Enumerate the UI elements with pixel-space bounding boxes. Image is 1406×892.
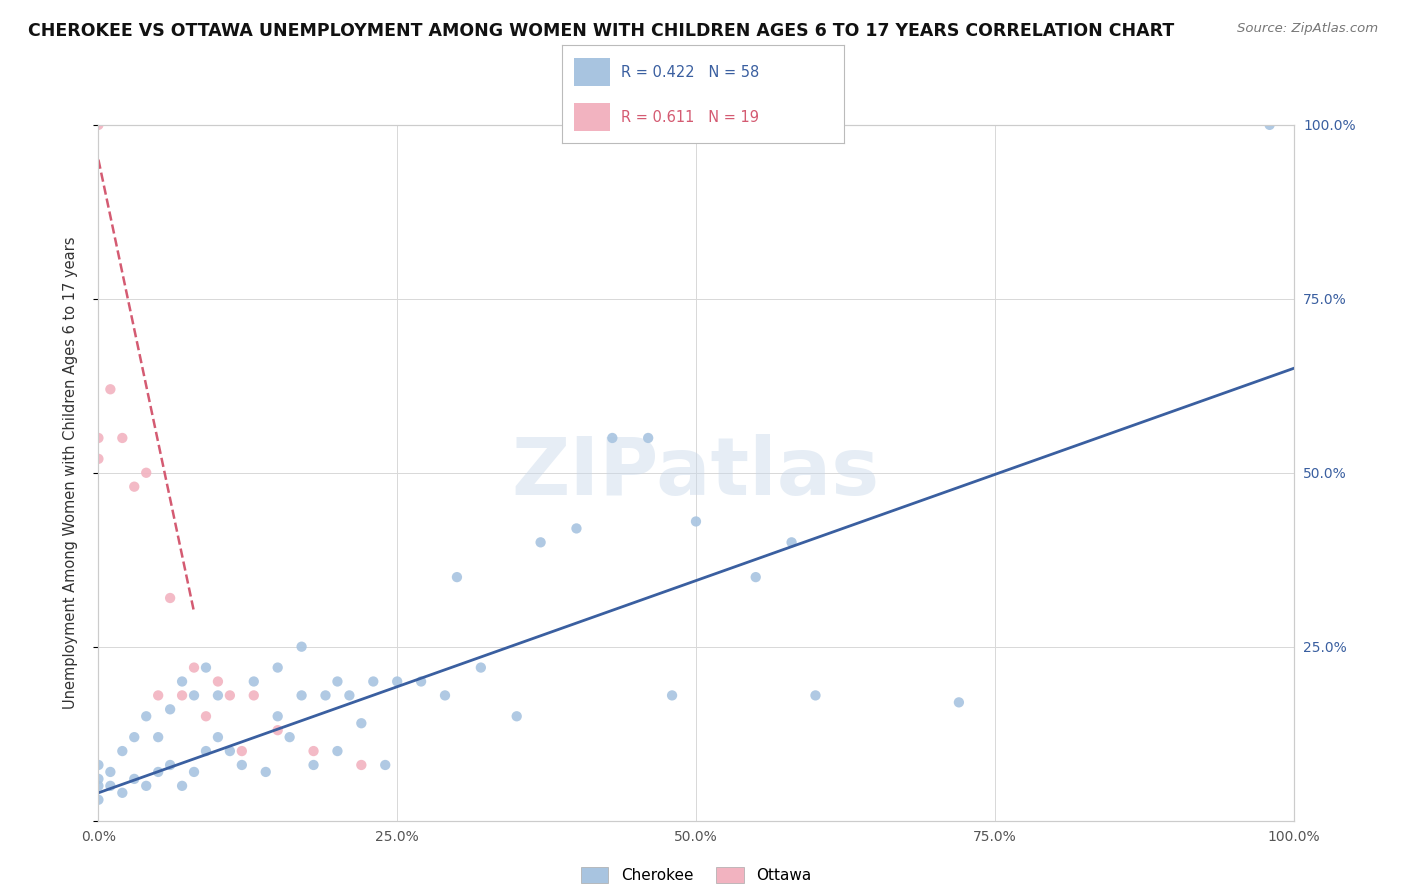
- Point: [159, 702, 181, 716]
- Point: [98, 764, 122, 779]
- Point: [602, 431, 624, 445]
- Point: [194, 660, 218, 674]
- Point: [148, 730, 170, 744]
- Text: Source: ZipAtlas.com: Source: ZipAtlas.com: [1237, 22, 1378, 36]
- Point: [267, 660, 290, 674]
- Point: [207, 730, 229, 744]
- Point: [172, 674, 194, 689]
- Point: [804, 689, 827, 703]
- Bar: [574, 58, 610, 86]
- Point: [374, 758, 396, 772]
- Point: [339, 689, 360, 703]
- Point: [148, 689, 170, 703]
- Point: [315, 689, 337, 703]
- Point: [350, 716, 373, 731]
- Point: [231, 758, 253, 772]
- Point: [219, 689, 242, 703]
- Point: [433, 689, 456, 703]
- Point: [363, 674, 385, 689]
- Point: [948, 695, 970, 709]
- Point: [446, 570, 468, 584]
- Point: [159, 758, 181, 772]
- Bar: [574, 103, 610, 131]
- Point: [385, 674, 409, 689]
- Point: [111, 786, 134, 800]
- Point: [172, 689, 194, 703]
- Point: [135, 466, 157, 480]
- Point: [124, 730, 146, 744]
- Point: [745, 570, 768, 584]
- Point: [124, 480, 146, 494]
- Point: [506, 709, 529, 723]
- Point: [98, 779, 122, 793]
- Point: [350, 758, 373, 772]
- Point: [207, 689, 229, 703]
- Legend: Cherokee, Ottawa: Cherokee, Ottawa: [575, 862, 817, 889]
- Point: [172, 779, 194, 793]
- Point: [302, 744, 325, 758]
- Point: [194, 744, 218, 758]
- Point: [87, 118, 110, 132]
- Point: [87, 772, 110, 786]
- Point: [637, 431, 659, 445]
- Point: [124, 772, 146, 786]
- Point: [661, 689, 683, 703]
- Point: [243, 674, 266, 689]
- Point: [291, 689, 314, 703]
- Point: [231, 744, 253, 758]
- Point: [302, 758, 325, 772]
- Point: [87, 431, 110, 445]
- Point: [111, 744, 134, 758]
- Y-axis label: Unemployment Among Women with Children Ages 6 to 17 years: Unemployment Among Women with Children A…: [63, 236, 77, 709]
- Point: [411, 674, 433, 689]
- Point: [148, 764, 170, 779]
- Text: CHEROKEE VS OTTAWA UNEMPLOYMENT AMONG WOMEN WITH CHILDREN AGES 6 TO 17 YEARS COR: CHEROKEE VS OTTAWA UNEMPLOYMENT AMONG WO…: [28, 22, 1174, 40]
- Point: [135, 779, 157, 793]
- Point: [565, 521, 588, 535]
- Point: [278, 730, 301, 744]
- Text: R = 0.422   N = 58: R = 0.422 N = 58: [621, 64, 759, 79]
- Point: [183, 660, 205, 674]
- Point: [780, 535, 803, 549]
- Point: [135, 709, 157, 723]
- Point: [207, 674, 229, 689]
- Point: [326, 744, 349, 758]
- Point: [291, 640, 314, 654]
- Point: [267, 709, 290, 723]
- Point: [685, 515, 707, 529]
- Point: [183, 764, 205, 779]
- Point: [98, 382, 122, 396]
- Text: ZIPatlas: ZIPatlas: [512, 434, 880, 512]
- Point: [183, 689, 205, 703]
- Point: [470, 660, 492, 674]
- Point: [219, 744, 242, 758]
- Point: [243, 689, 266, 703]
- Text: R = 0.611   N = 19: R = 0.611 N = 19: [621, 110, 759, 125]
- Point: [87, 451, 110, 466]
- Point: [267, 723, 290, 738]
- Point: [326, 674, 349, 689]
- Point: [254, 764, 277, 779]
- Point: [529, 535, 551, 549]
- Point: [87, 793, 110, 807]
- Point: [194, 709, 218, 723]
- Point: [1258, 118, 1281, 132]
- Point: [87, 758, 110, 772]
- Point: [111, 431, 134, 445]
- Point: [159, 591, 181, 605]
- Point: [87, 779, 110, 793]
